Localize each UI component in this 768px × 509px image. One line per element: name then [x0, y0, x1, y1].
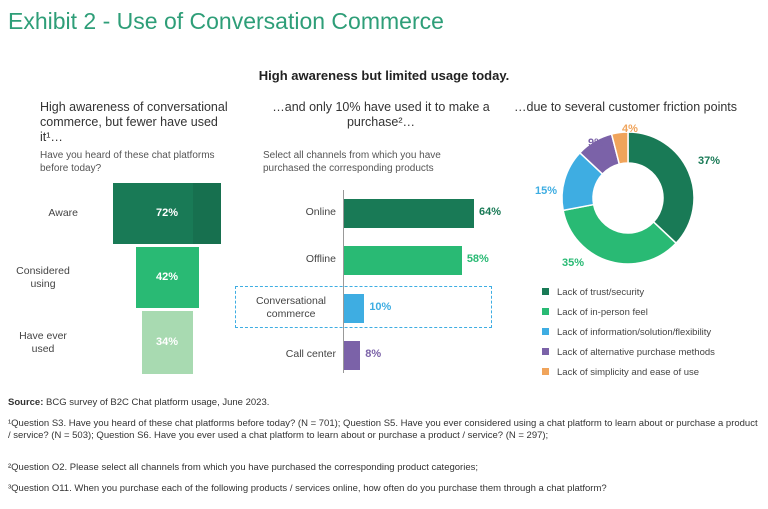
legend-item-lack-of-in-person-feel: Lack of in-person feel — [542, 306, 762, 326]
funnel-block-shade — [193, 183, 221, 244]
legend-swatch — [542, 367, 549, 375]
donut-value-label: 35% — [562, 257, 584, 269]
channel-bar-chart: 64% Online 58% Offline 10% Conversational com… — [235, 190, 502, 373]
exhibit-title: Exhibit 2 - Use of Conversation Commerce — [8, 8, 444, 34]
funnel-value-label: 72% — [155, 206, 179, 219]
donut-value-label: 4% — [622, 123, 638, 135]
bar-panel-title: …and only 10% have used it to make a pur… — [272, 100, 490, 129]
legend-label: Lack of alternative purchase methods — [557, 347, 715, 358]
funnel-block-considered-using — [135, 247, 199, 308]
donut-slice-lack-of-trust-security — [627, 131, 695, 245]
source-label: Source: — [8, 397, 44, 408]
donut-slice-lack-of-in-person-feel — [562, 203, 678, 265]
source-text: BCG survey of B2C Chat platform usage, J… — [46, 397, 270, 408]
bar-category-label: Conversational commerce — [255, 295, 327, 320]
donut-slice-lack-of-simplicity-and-ease-of-use — [610, 131, 629, 166]
footnote-1: ¹Question S3. Have you heard of these ch… — [8, 418, 758, 441]
legend-swatch — [542, 307, 549, 315]
bar-question: Select all channels from which you have … — [263, 150, 441, 174]
legend-label: Lack of information/solution/flexibility — [557, 327, 712, 338]
funnel-value-label: 42% — [155, 270, 179, 283]
donut-legend: Lack of trust/security Lack of in-person … — [542, 286, 762, 386]
bar-category-label: Online — [305, 206, 336, 218]
legend-swatch — [542, 287, 549, 295]
funnel-chart: 72% Aware 42% Considered using 34% Have ever … — [0, 0, 260, 400]
donut-value-label: 15% — [535, 185, 557, 197]
funnel-category-label: Have ever used — [19, 329, 67, 355]
donut-value-label: 37% — [698, 155, 720, 167]
donut-value-label: 9% — [588, 137, 604, 149]
legend-label: Lack of simplicity and ease of use — [557, 367, 700, 378]
legend-label: Lack of trust/security — [557, 287, 645, 298]
bar-value-label: 10% — [369, 301, 392, 313]
funnel-question: Have you heard of these chat platforms b… — [40, 150, 215, 174]
funnel-category-label: Considered using — [16, 264, 70, 290]
bar-value-label: 58% — [466, 253, 489, 265]
bar-axis-line — [343, 190, 344, 373]
funnel-category-label: Aware — [48, 206, 78, 219]
bar-category-label: Offline — [305, 253, 336, 265]
legend-item-lack-of-simplicity-and-ease-of-use: Lack of simplicity and ease of use — [542, 366, 762, 386]
legend-swatch — [542, 347, 549, 355]
bar-value-label: 64% — [479, 206, 502, 218]
donut-panel-title: …due to several customer friction points — [514, 100, 738, 114]
legend-item-lack-of-information-solution-flexibility: Lack of information/solution/flexibility — [542, 326, 762, 346]
funnel-panel-title: High awareness of conversational commerc… — [40, 100, 228, 144]
footnote-2: ²Question O2. Please select all channels… — [8, 462, 478, 473]
legend-item-lack-of-trust-security: Lack of trust/security — [542, 286, 762, 306]
bar-value-label: 8% — [365, 348, 382, 360]
bar-call-center — [344, 340, 361, 370]
bar-online — [344, 198, 474, 228]
bar-conversational-commerce — [344, 293, 365, 323]
bar-category-label: Call center — [285, 348, 336, 360]
funnel-block-have-ever-used — [141, 311, 193, 374]
legend-item-lack-of-alternative-purchase-methods: Lack of alternative purchase methods — [542, 346, 762, 366]
highlight-box — [235, 286, 492, 328]
legend-label: Lack of in-person feel — [557, 307, 648, 318]
friction-donut-chart: 37% 35% 15% 9% 4% — [535, 123, 720, 269]
bar-offline — [344, 245, 462, 275]
source-line: Source: BCG survey of B2C Chat platform … — [8, 397, 760, 409]
funnel-block-aware — [113, 183, 221, 244]
chart-subtitle: High awareness but limited usage today. — [258, 68, 510, 83]
footnote-3: ³Question O11. When you purchase each of… — [8, 483, 607, 494]
legend-swatch — [542, 327, 549, 335]
funnel-value-label: 34% — [155, 335, 179, 348]
